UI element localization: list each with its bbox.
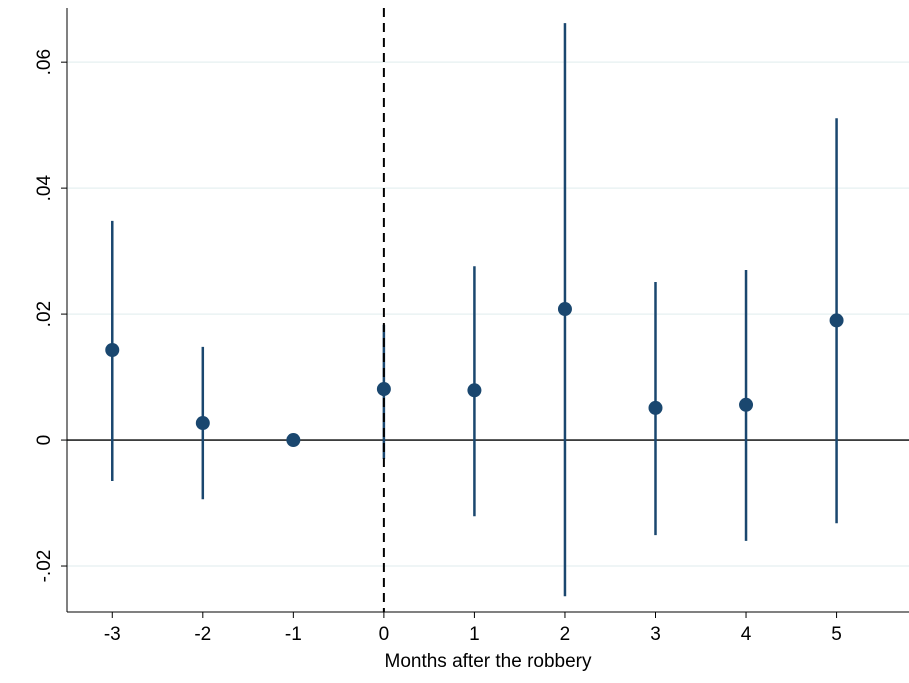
x-tick-label: 5 xyxy=(831,624,842,645)
point xyxy=(195,416,210,431)
y-tick-label: 0 xyxy=(34,435,55,446)
y-tick-label: .06 xyxy=(34,49,55,75)
x-axis-label: Months after the robbery xyxy=(385,651,592,672)
point xyxy=(105,342,120,357)
point xyxy=(286,433,301,448)
x-tick-label: 1 xyxy=(469,624,480,645)
x-tick-label: 2 xyxy=(560,624,571,645)
x-tick-label: -2 xyxy=(194,624,211,645)
y-tick-label: .04 xyxy=(34,174,55,201)
point xyxy=(739,397,754,412)
point xyxy=(557,302,572,317)
point xyxy=(467,383,482,398)
y-tick-label: .02 xyxy=(34,301,55,327)
x-tick-label: 3 xyxy=(650,624,661,645)
point xyxy=(829,313,844,328)
point xyxy=(648,400,663,415)
x-tick-label: 4 xyxy=(741,624,752,645)
point xyxy=(376,382,391,397)
x-tick-label: 0 xyxy=(379,624,390,645)
y-tick-label: -.02 xyxy=(34,550,55,583)
x-tick-label: -3 xyxy=(104,624,121,645)
x-tick-label: -1 xyxy=(285,624,302,645)
